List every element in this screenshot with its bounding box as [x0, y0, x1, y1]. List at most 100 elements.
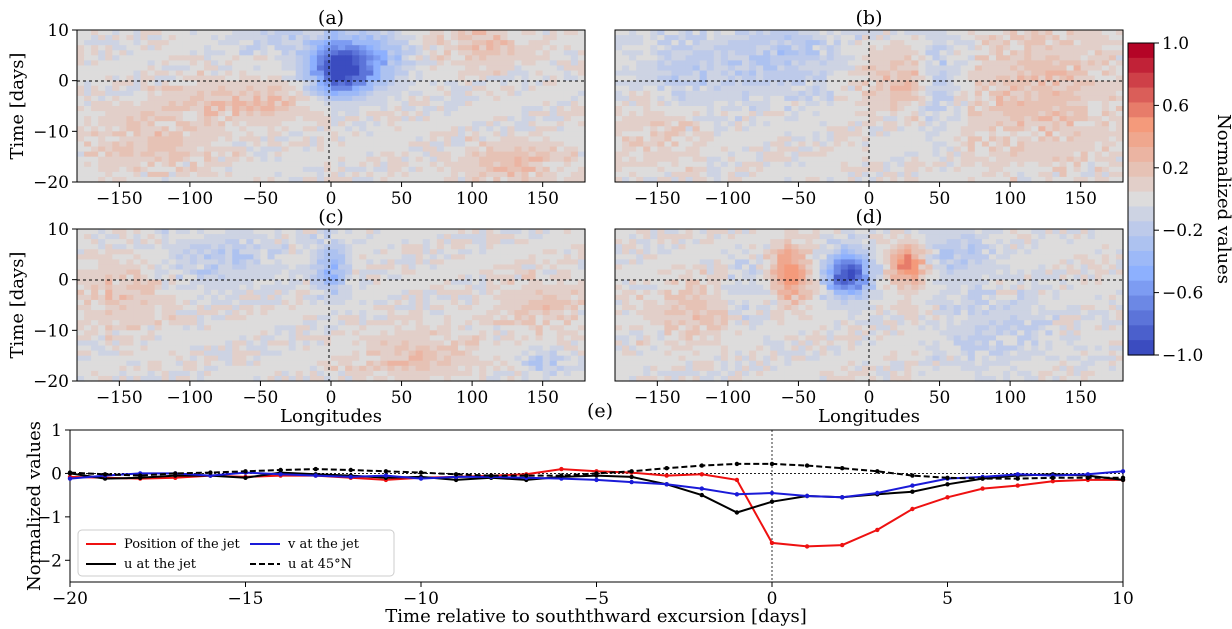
- heatmap-cell: [692, 65, 701, 72]
- heatmap-cell: [1024, 141, 1032, 148]
- heatmap-cell: [309, 55, 318, 61]
- heatmap-cell: [918, 141, 927, 148]
- heatmap-cell: [359, 121, 367, 127]
- heatmap-cell: [514, 166, 523, 173]
- heatmap-cell: [408, 249, 417, 255]
- heatmap-cell: [861, 100, 870, 107]
- heatmap-cell: [189, 55, 198, 61]
- heatmap-cell: [981, 166, 990, 173]
- heatmap-cell: [528, 30, 537, 36]
- heatmap-cell: [500, 121, 508, 127]
- heatmap-cell: [521, 146, 530, 153]
- heatmap-cell: [472, 111, 480, 117]
- heatmap-cell: [175, 126, 184, 132]
- heatmap-cell: [401, 70, 410, 77]
- heatmap-cell: [507, 131, 516, 137]
- heatmap-cell: [1045, 35, 1054, 41]
- heatmap-cell: [486, 176, 494, 183]
- heatmap-cell: [415, 239, 424, 245]
- heatmap-cell: [521, 161, 530, 168]
- heatmap-cell: [232, 176, 240, 183]
- heatmap-cell: [1038, 171, 1046, 178]
- heatmap-cell: [1059, 161, 1068, 168]
- heatmap-cell: [373, 156, 381, 163]
- heatmap-cell: [493, 126, 501, 132]
- heatmap-cell: [897, 111, 905, 117]
- heatmap-cell: [119, 131, 127, 137]
- heatmap-cell: [380, 239, 389, 245]
- heatmap-cell: [182, 131, 191, 137]
- heatmap-cell: [854, 146, 863, 153]
- heatmap-cell: [1066, 131, 1075, 137]
- heatmap-cell: [458, 60, 466, 67]
- heatmap-cell: [692, 111, 701, 117]
- heatmap-cell: [692, 146, 701, 153]
- heatmap-cell: [742, 131, 750, 137]
- heatmap-cell: [253, 131, 262, 137]
- heatmap-cell: [479, 229, 487, 235]
- heatmap-cell: [366, 111, 374, 117]
- heatmap-cell: [1045, 55, 1054, 61]
- heatmap-cell: [112, 244, 120, 250]
- heatmap-cell: [295, 229, 304, 235]
- heatmap-cell: [1094, 126, 1103, 132]
- heatmap-cell: [805, 70, 814, 77]
- heatmap-cell: [685, 60, 694, 67]
- heatmap-cell: [883, 60, 891, 67]
- heatmap-cell: [847, 146, 856, 153]
- heatmap-cell: [77, 100, 85, 107]
- heatmap-cell: [932, 116, 941, 122]
- heatmap-cell: [1010, 75, 1018, 82]
- heatmap-cell: [436, 90, 445, 97]
- heatmap-cell: [274, 249, 283, 255]
- heatmap-cell: [422, 146, 431, 153]
- heatmap-cell: [876, 90, 884, 97]
- heatmap-cell: [521, 60, 530, 67]
- heatmap-cell: [699, 50, 708, 56]
- heatmap-cell: [556, 50, 565, 56]
- heatmap-cell: [450, 30, 459, 36]
- heatmap-cell: [323, 100, 332, 107]
- heatmap-cell: [535, 85, 544, 92]
- heatmap-cell: [443, 254, 452, 260]
- heatmap-cell: [657, 146, 665, 153]
- heatmap-cell: [309, 176, 318, 183]
- heatmap-cell: [876, 176, 884, 183]
- heatmap-cell: [253, 161, 262, 168]
- heatmap-cell: [521, 176, 530, 183]
- heatmap-cell: [1024, 30, 1032, 36]
- heatmap-cell: [232, 156, 240, 163]
- heatmap-cell: [182, 176, 191, 183]
- heatmap-cell: [570, 146, 579, 153]
- heatmap-cell: [394, 121, 403, 127]
- heatmap-cell: [1087, 116, 1096, 122]
- heatmap-cell: [189, 151, 198, 158]
- heatmap-cell: [556, 40, 565, 46]
- heatmap-cell: [988, 65, 997, 72]
- heatmap-cell: [486, 239, 494, 245]
- heatmap-cell: [840, 30, 849, 36]
- heatmap-cell: [784, 106, 792, 112]
- heatmap-cell: [309, 254, 318, 260]
- heatmap-cell: [1010, 121, 1018, 127]
- heatmap-cell: [1024, 40, 1032, 46]
- heatmap-cell: [699, 136, 708, 143]
- heatmap-cell: [1045, 30, 1054, 36]
- heatmap-cell: [932, 65, 941, 72]
- heatmap-cell: [436, 121, 445, 127]
- heatmap-cell: [770, 161, 778, 168]
- heatmap-cell: [338, 126, 346, 132]
- heatmap-cell: [918, 136, 927, 143]
- heatmap-cell: [939, 166, 948, 173]
- heatmap-cell: [246, 234, 254, 240]
- heatmap-cell: [1094, 100, 1103, 107]
- heatmap-cell: [1003, 126, 1011, 132]
- x-tick-label: 50: [391, 189, 413, 209]
- heatmap-cell: [563, 116, 572, 122]
- heatmap-cell: [742, 171, 750, 178]
- heatmap-cell: [727, 70, 736, 77]
- heatmap-cell: [570, 100, 579, 107]
- heatmap-cell: [77, 40, 85, 46]
- heatmap-cell: [763, 146, 771, 153]
- heatmap-cell: [401, 161, 410, 168]
